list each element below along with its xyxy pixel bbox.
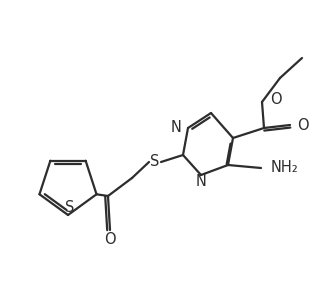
Text: N: N — [196, 173, 206, 189]
Text: O: O — [104, 232, 116, 246]
Text: O: O — [297, 118, 309, 132]
Text: N: N — [171, 120, 182, 136]
Text: S: S — [65, 200, 75, 214]
Text: O: O — [270, 93, 281, 107]
Text: NH₂: NH₂ — [271, 161, 299, 175]
Text: S: S — [150, 155, 160, 169]
